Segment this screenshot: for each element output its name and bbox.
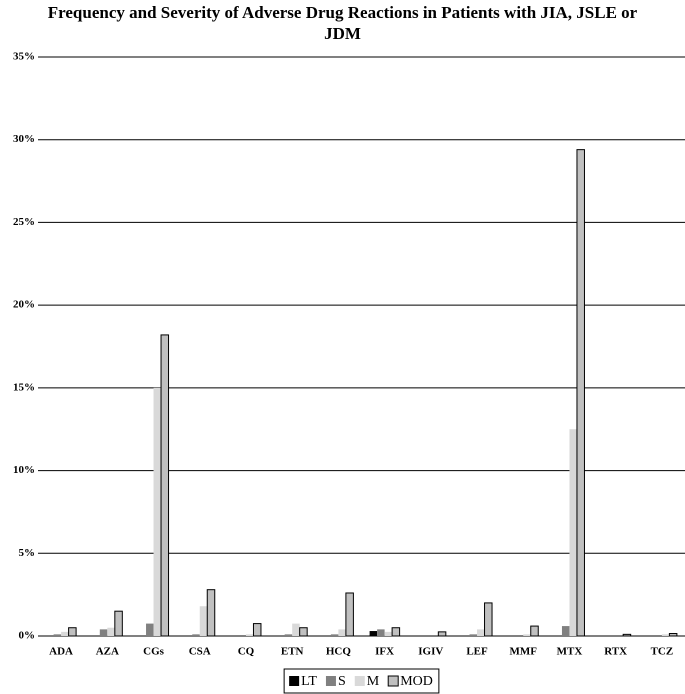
bar bbox=[391, 627, 401, 637]
legend-label: MOD bbox=[400, 674, 433, 689]
x-tick-label: HCQ bbox=[326, 646, 352, 658]
bar bbox=[369, 631, 378, 636]
x-tick-label: CSA bbox=[189, 646, 211, 658]
bar bbox=[245, 634, 254, 636]
bar bbox=[345, 592, 354, 637]
legend-label: LT bbox=[301, 674, 317, 689]
bar bbox=[107, 627, 115, 636]
bar bbox=[153, 387, 162, 636]
bar bbox=[61, 631, 69, 636]
bar bbox=[330, 634, 339, 636]
legend-swatch bbox=[354, 676, 365, 686]
y-tick-label: 35% bbox=[13, 51, 35, 63]
bar bbox=[661, 634, 670, 636]
legend-label: S bbox=[338, 674, 346, 689]
bar bbox=[252, 623, 262, 637]
bar bbox=[668, 633, 678, 637]
bar bbox=[377, 629, 385, 636]
bar bbox=[338, 629, 346, 636]
bar bbox=[99, 629, 108, 636]
bar bbox=[530, 625, 539, 637]
bar bbox=[299, 627, 308, 637]
x-tick-label: ADA bbox=[49, 646, 73, 658]
bar bbox=[622, 633, 632, 637]
legend-label: M bbox=[367, 674, 380, 689]
bar bbox=[523, 634, 531, 636]
bar bbox=[576, 149, 585, 637]
bar bbox=[477, 629, 485, 636]
bar bbox=[384, 631, 393, 636]
bar bbox=[561, 626, 570, 636]
bar bbox=[192, 634, 200, 636]
x-tick-label: IGIV bbox=[418, 646, 443, 658]
y-tick-label: 15% bbox=[13, 381, 35, 393]
bar bbox=[292, 623, 300, 636]
legend-swatch bbox=[289, 676, 300, 686]
bar bbox=[199, 606, 208, 636]
bar bbox=[114, 610, 123, 637]
y-tick-label: 0% bbox=[19, 630, 36, 642]
bar bbox=[68, 627, 77, 637]
bar bbox=[469, 634, 478, 636]
x-tick-label: LEF bbox=[466, 646, 488, 658]
y-tick-label: 20% bbox=[13, 299, 35, 311]
x-tick-label: CGs bbox=[143, 646, 165, 658]
bar bbox=[206, 589, 216, 637]
x-tick-label: MMF bbox=[510, 646, 538, 658]
x-tick-label: ETN bbox=[281, 646, 304, 658]
x-tick-label: CQ bbox=[238, 646, 255, 658]
bar bbox=[484, 602, 493, 637]
y-tick-label: 10% bbox=[13, 464, 35, 476]
chart-title: Frequency and Severity of Adverse Drug R… bbox=[47, 3, 638, 43]
x-tick-label: MTX bbox=[557, 646, 583, 658]
x-tick-label: TCZ bbox=[651, 646, 674, 658]
bar bbox=[437, 631, 447, 637]
bar bbox=[160, 334, 170, 637]
bar bbox=[53, 634, 62, 636]
bar bbox=[146, 623, 154, 636]
y-tick-label: 30% bbox=[13, 133, 35, 145]
x-tick-label: IFX bbox=[375, 646, 394, 658]
bar bbox=[569, 429, 577, 636]
legend-swatch bbox=[387, 675, 399, 687]
x-tick-label: AZA bbox=[96, 646, 119, 658]
bar bbox=[284, 634, 293, 636]
x-tick-label: RTX bbox=[604, 646, 627, 658]
y-tick-label: 5% bbox=[19, 547, 36, 559]
y-tick-label: 25% bbox=[13, 216, 35, 228]
legend-swatch bbox=[325, 676, 336, 686]
